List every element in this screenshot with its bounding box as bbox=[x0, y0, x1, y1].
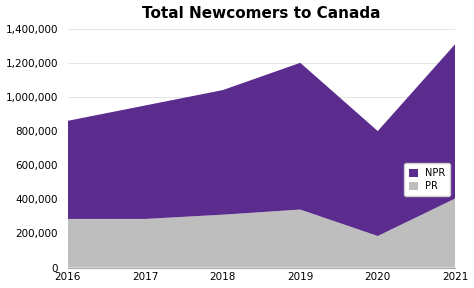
Title: Total Newcomers to Canada: Total Newcomers to Canada bbox=[142, 5, 381, 20]
Legend: NPR, PR: NPR, PR bbox=[404, 163, 450, 196]
